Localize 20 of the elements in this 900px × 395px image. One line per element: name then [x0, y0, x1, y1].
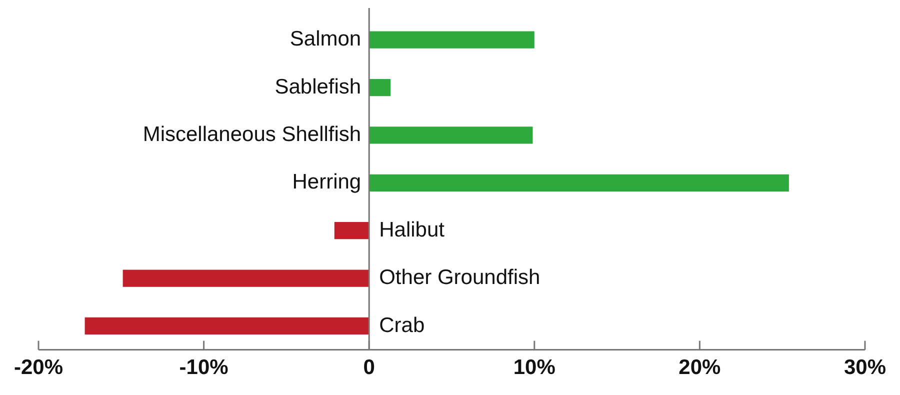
bar	[84, 317, 370, 335]
y-tick-label: Crab	[379, 314, 425, 337]
y-tick-label: Miscellaneous Shellfish	[142, 123, 362, 146]
bar	[122, 270, 370, 287]
bar	[369, 31, 534, 48]
x-tick-label: -10%	[179, 356, 229, 380]
x-tick-label: 20%	[678, 356, 722, 380]
x-tick-label: 10%	[513, 356, 556, 380]
x-tick-label: 0	[363, 356, 375, 380]
bar	[369, 126, 533, 144]
bar	[369, 78, 391, 96]
y-tick-label: Herring	[292, 170, 362, 194]
x-tick-label: -20%	[14, 356, 64, 380]
y-tick-label: Sablefish	[274, 75, 362, 98]
y-tick-label: Halibut	[379, 218, 445, 242]
y-tick-label: Other Groundfish	[379, 266, 540, 290]
y-tick-label: Salmon	[290, 28, 362, 51]
bar	[369, 174, 789, 192]
bar	[334, 222, 370, 240]
x-tick-label: 30%	[844, 356, 886, 380]
